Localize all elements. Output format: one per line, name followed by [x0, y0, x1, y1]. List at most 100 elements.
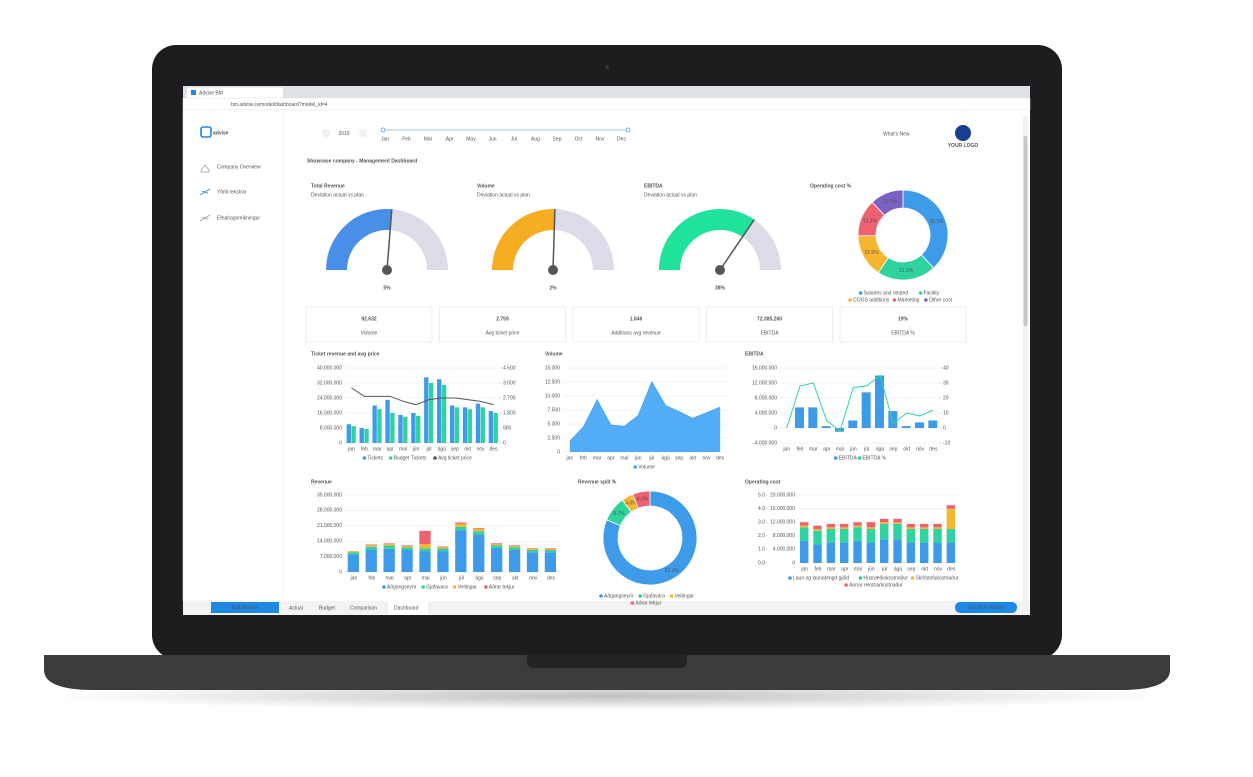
- bar: [875, 375, 884, 428]
- bar: [853, 540, 862, 563]
- x-tick-label: júl: [425, 446, 431, 452]
- legend-swatch: [484, 585, 488, 589]
- x-tick-label: apr: [404, 575, 412, 581]
- bar: [424, 377, 429, 443]
- next-year[interactable]: [359, 129, 367, 137]
- x-tick-label: apr: [607, 455, 615, 461]
- tab[interactable]: Dashboard: [394, 605, 419, 611]
- legend-label: Aðgangseyrir: [387, 583, 417, 590]
- donut-segment: [632, 490, 651, 509]
- kpi-label: EBITDA: [760, 330, 779, 336]
- area-fill: [569, 382, 721, 452]
- pdf-button[interactable]: [955, 602, 1017, 613]
- timeline-handle[interactable]: [625, 127, 631, 133]
- logo: advise: [213, 130, 229, 136]
- x-tick-label: ágú: [661, 455, 670, 461]
- legend-label: Budget Tickets: [394, 455, 427, 461]
- bar: [920, 542, 929, 563]
- legend-swatch: [599, 594, 603, 598]
- y-tick-label: 28.000.000: [317, 508, 342, 514]
- bar: [544, 548, 557, 550]
- x-tick-label: ágú: [475, 575, 484, 581]
- tab[interactable]: Comparison: [350, 605, 377, 611]
- timeline-month: Jun: [488, 136, 496, 142]
- laptop-base: [44, 655, 1170, 690]
- bar: [920, 527, 929, 529]
- bar: [906, 529, 916, 543]
- prev-year[interactable]: [322, 129, 330, 137]
- y-tick-label: 10.000: [545, 393, 561, 399]
- bar: [491, 543, 503, 544]
- gauge-needle: [386, 209, 393, 271]
- bar: [347, 554, 359, 572]
- y-tick-label: 0: [774, 425, 777, 431]
- legend-label: Veitingar: [458, 584, 478, 590]
- bar: [401, 546, 413, 548]
- bar: [880, 522, 889, 524]
- bar: [416, 415, 421, 443]
- y-tick-label: 0: [792, 560, 795, 566]
- tab[interactable]: Budget: [319, 605, 335, 611]
- bar: [800, 527, 809, 541]
- legend-label: EBITDA %: [862, 455, 886, 461]
- bar: [813, 529, 822, 531]
- bar: [455, 526, 467, 531]
- x-tick-label: apr: [823, 446, 831, 452]
- whats-new[interactable]: What's New: [883, 131, 910, 137]
- gauge-fill: [492, 209, 555, 270]
- x-tick-label: mar: [373, 446, 382, 452]
- x-tick-label: des: [547, 575, 556, 581]
- gauge-value: 38%: [715, 285, 726, 291]
- gauge-title: Total Revenue: [311, 183, 345, 189]
- bar: [493, 413, 498, 443]
- x-tick-label: júl: [648, 455, 654, 461]
- bar: [383, 543, 395, 545]
- bar: [437, 546, 449, 548]
- bar: [437, 379, 442, 443]
- bar: [508, 550, 521, 572]
- bar: [359, 428, 364, 443]
- sidebar-item[interactable]: Yfirlit rekstrar: [217, 189, 247, 195]
- edit-button[interactable]: [211, 602, 279, 613]
- icon: [199, 214, 211, 222]
- timeline-handle[interactable]: [380, 127, 386, 133]
- bar: [419, 544, 431, 549]
- bar: [928, 420, 938, 428]
- scrollbar: [1023, 116, 1028, 601]
- icon: [200, 164, 210, 173]
- bar: [473, 528, 485, 532]
- bar: [853, 522, 862, 526]
- bar: [401, 550, 413, 572]
- url[interactable]: bm.advise.is/model/dashboard?model_id=4: [231, 102, 328, 108]
- y2-tick-label: 40: [943, 365, 949, 371]
- legend-swatch: [910, 576, 915, 580]
- x-tick-label: des: [947, 566, 956, 572]
- sidebar-item[interactable]: Efnahagsreikningur: [217, 215, 260, 221]
- timeline-month: Feb: [402, 136, 411, 142]
- bar: [419, 548, 431, 552]
- x-tick-label: sep: [889, 446, 897, 452]
- gauge-subtitle: Deviation actual vs plan: [311, 192, 364, 198]
- footer-bar: [183, 601, 1030, 615]
- legend-label: Gjafavara: [426, 584, 448, 590]
- bar: [813, 525, 822, 529]
- legend-swatch: [858, 291, 863, 295]
- y-tick-label: 14.000.000: [317, 539, 342, 545]
- x-tick-label: apr: [841, 566, 849, 572]
- gauge-value: 5%: [383, 285, 391, 291]
- donut-segment: [902, 189, 949, 269]
- sidebar-item[interactable]: Company Overview: [217, 164, 261, 170]
- scroll-thumb[interactable]: [1023, 136, 1028, 326]
- legend-label: Volume: [638, 464, 655, 470]
- x-tick-label: jún: [867, 566, 875, 572]
- bar: [920, 529, 929, 543]
- legend-swatch: [421, 585, 425, 589]
- browser-tab[interactable]: [187, 87, 283, 99]
- bar: [920, 523, 929, 528]
- timeline-month: Aug: [531, 136, 540, 142]
- tab[interactable]: Actual: [289, 605, 303, 611]
- x-tick-label: feb: [815, 566, 822, 572]
- line: [351, 387, 494, 406]
- tab-title: Advise BM: [199, 90, 223, 96]
